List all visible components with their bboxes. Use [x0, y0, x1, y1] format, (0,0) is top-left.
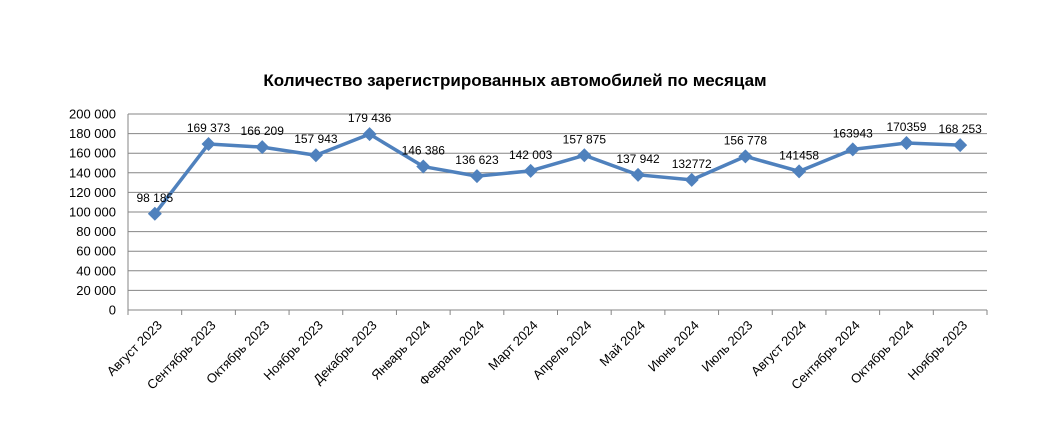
y-tick-label: 140 000 [69, 165, 116, 180]
y-tick-label: 80 000 [76, 224, 116, 239]
data-point-marker [147, 206, 162, 221]
gridlines [128, 113, 987, 311]
data-label: 168 253 [938, 122, 982, 136]
data-point-marker [469, 169, 484, 184]
x-tick-label: Май 2024 [597, 318, 649, 370]
data-label: 137 942 [616, 152, 660, 166]
y-tick-label: 120 000 [69, 185, 116, 200]
data-label: 166 209 [241, 124, 285, 138]
y-tick-label: 20 000 [76, 283, 116, 298]
data-label: 157 943 [294, 132, 338, 146]
x-tick-label: Июль 2023 [698, 318, 755, 375]
y-tick-label: 0 [109, 303, 116, 318]
data-label: 142 003 [509, 148, 553, 162]
x-tick-label: Март 2024 [485, 318, 541, 374]
chart-title: Количество зарегистрированных автомобиле… [263, 71, 767, 90]
y-tick-label: 60 000 [76, 244, 116, 259]
data-label: 146 386 [402, 144, 446, 158]
data-point-marker [738, 149, 753, 164]
data-point-marker [308, 148, 323, 163]
data-point-marker [845, 142, 860, 157]
data-label: 163943 [833, 126, 873, 140]
data-label: 179 436 [348, 111, 392, 125]
y-tick-label: 100 000 [69, 205, 116, 220]
data-label: 98 185 [136, 191, 173, 205]
data-label: 141458 [779, 148, 819, 162]
data-point-marker [792, 164, 807, 179]
data-label: 170359 [886, 120, 926, 134]
x-tick-label: Июнь 2024 [645, 318, 702, 375]
data-point-marker [953, 138, 968, 153]
series-line [153, 132, 961, 215]
data-label: 132772 [672, 157, 712, 171]
data-point-marker [255, 140, 270, 155]
y-axis: 0 20 000 40 000 60 000 80 000 100 000 120 000 1… [69, 107, 129, 318]
data-point-marker [201, 137, 216, 152]
data-point-marker [362, 127, 377, 142]
y-tick-label: 200 000 [69, 107, 116, 122]
y-tick-label: 180 000 [69, 126, 116, 141]
y-tick-label: 40 000 [76, 263, 116, 278]
data-point-marker [523, 163, 538, 178]
data-point-marker [684, 172, 699, 187]
data-labels: 98 185 169 373 166 209 157 943 179 436 146 38… [136, 111, 982, 205]
series-line-group [147, 127, 968, 221]
data-label: 156 778 [724, 133, 768, 147]
data-label: 169 373 [187, 121, 231, 135]
y-tick-label: 160 000 [69, 146, 116, 161]
data-point-marker [416, 159, 431, 174]
data-point-marker [577, 148, 592, 163]
data-label: 136 623 [455, 153, 499, 167]
data-point-marker [631, 167, 646, 182]
data-label: 157 875 [563, 132, 607, 146]
data-point-marker [899, 136, 914, 151]
